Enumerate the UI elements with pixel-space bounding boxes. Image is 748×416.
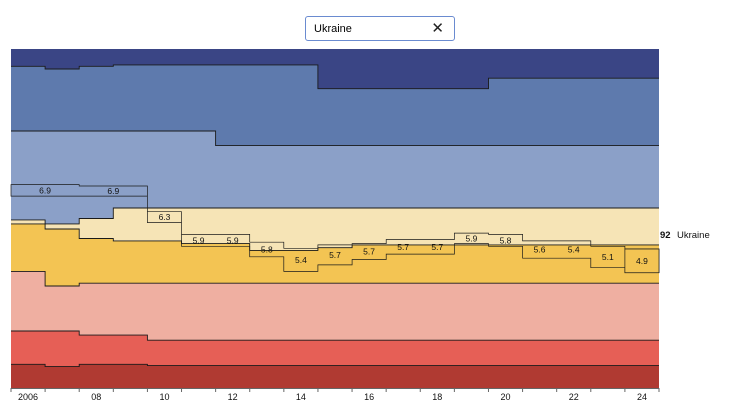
rank-band-1: [11, 49, 659, 89]
x-tick-label: 16: [364, 392, 374, 402]
score-label: 5.4: [568, 245, 580, 255]
score-label: 6.9: [39, 185, 51, 195]
highlight-trace: 6.9 6.9 6.3 5.9 5.9 5.8 5.4 5.7 5.7 5.7 5.7 5.9 5.8 5…: [10, 184, 660, 274]
band-boundary-line-1: [11, 64, 659, 90]
x-tick-label: 24: [637, 392, 647, 402]
x-tick-label: 10: [159, 392, 169, 402]
country-search-box[interactable]: ✕: [305, 16, 455, 41]
rank-band-2: [11, 64, 659, 146]
score-label: 4.9: [636, 256, 648, 266]
x-tick-label: 12: [228, 392, 238, 402]
rank-band-8: [11, 364, 659, 388]
band-boundary-line-2: [11, 130, 659, 147]
band-boundary-line-7: [11, 363, 659, 368]
close-icon[interactable]: ✕: [431, 19, 444, 37]
score-label: 5.8: [261, 245, 273, 255]
rank-band-5: [11, 223, 659, 286]
rank-band-3: [11, 131, 659, 224]
x-tick-label: 14: [296, 392, 306, 402]
score-label: 5.7: [363, 247, 375, 257]
rank-band-7: [11, 331, 659, 367]
highlight-current-outline: [624, 248, 660, 274]
score-label: 5.1: [602, 252, 614, 262]
score-label: 5.7: [397, 242, 409, 252]
rank-band-4: [11, 208, 659, 251]
score-label: 6.3: [159, 212, 171, 222]
score-label: 5.9: [465, 233, 477, 243]
x-tick-label: 2006: [18, 392, 38, 402]
band-boundary-line-3: [11, 207, 659, 225]
band-boundaries: [11, 64, 659, 368]
score-label: 5.9: [227, 235, 239, 245]
score-label: 6.9: [107, 186, 119, 196]
country-name: Ukraine: [677, 230, 710, 241]
country-search-input[interactable]: [314, 22, 424, 35]
x-axis: 2006 08 10 12 14 16 18 20 22 24: [10, 388, 660, 402]
highlight-current-cell: [624, 249, 659, 273]
score-label: 5.4: [295, 255, 307, 265]
score-label: 5.8: [500, 235, 512, 245]
x-tick-label: 08: [91, 392, 101, 402]
x-tick-label: 22: [569, 392, 579, 402]
band-boundary-line-6: [11, 330, 659, 341]
country-rank: 92: [660, 230, 671, 241]
rank-band-6: [11, 271, 659, 341]
score-label: 5.7: [329, 250, 341, 260]
score-label: 5.7: [431, 242, 443, 252]
band-boundary-line-4: [11, 223, 659, 251]
country-label: 92 Ukraine: [660, 230, 710, 241]
rank-bands: [11, 49, 659, 388]
score-label: 5.9: [193, 235, 205, 245]
score-label: 5.6: [534, 245, 546, 255]
band-boundary-line-5: [11, 270, 659, 287]
x-tick-label: 20: [501, 392, 511, 402]
x-tick-label: 18: [432, 392, 442, 402]
